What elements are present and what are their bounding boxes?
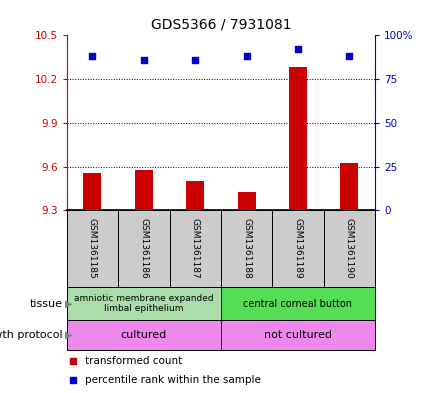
Bar bbox=[221, 287, 374, 320]
Bar bbox=[67, 210, 118, 287]
Text: ▶: ▶ bbox=[64, 330, 72, 340]
Text: transformed count: transformed count bbox=[85, 356, 182, 366]
Text: GSM1361187: GSM1361187 bbox=[190, 218, 199, 279]
Text: GSM1361189: GSM1361189 bbox=[293, 218, 302, 279]
Bar bbox=[221, 210, 272, 287]
Point bbox=[191, 57, 198, 63]
Point bbox=[345, 53, 352, 59]
Text: ▶: ▶ bbox=[64, 299, 72, 309]
Bar bbox=[135, 171, 153, 210]
Title: GDS5366 / 7931081: GDS5366 / 7931081 bbox=[150, 17, 291, 31]
Bar bbox=[272, 210, 323, 287]
Text: tissue: tissue bbox=[29, 299, 62, 309]
Bar bbox=[83, 173, 101, 210]
Text: central corneal button: central corneal button bbox=[243, 299, 352, 309]
Point bbox=[294, 46, 301, 53]
Text: GSM1361188: GSM1361188 bbox=[242, 218, 251, 279]
Point bbox=[273, 109, 280, 115]
Text: GSM1361185: GSM1361185 bbox=[88, 218, 97, 279]
Text: growth protocol: growth protocol bbox=[0, 330, 62, 340]
Point bbox=[273, 288, 280, 294]
Text: percentile rank within the sample: percentile rank within the sample bbox=[85, 375, 261, 386]
Bar bbox=[118, 210, 169, 287]
Text: GSM1361190: GSM1361190 bbox=[344, 218, 353, 279]
Text: cultured: cultured bbox=[120, 330, 166, 340]
Text: not cultured: not cultured bbox=[263, 330, 331, 340]
Bar bbox=[221, 320, 374, 350]
Bar bbox=[323, 210, 374, 287]
Bar bbox=[237, 192, 255, 210]
Point bbox=[89, 53, 96, 59]
Bar bbox=[67, 320, 221, 350]
Text: amniotic membrane expanded
limbal epithelium: amniotic membrane expanded limbal epithe… bbox=[74, 294, 213, 313]
Bar bbox=[288, 68, 306, 210]
Bar bbox=[186, 181, 204, 210]
Bar bbox=[169, 210, 221, 287]
Point bbox=[243, 53, 249, 59]
Text: GSM1361186: GSM1361186 bbox=[139, 218, 148, 279]
Bar bbox=[67, 287, 221, 320]
Point bbox=[140, 57, 147, 63]
Bar bbox=[340, 163, 357, 210]
